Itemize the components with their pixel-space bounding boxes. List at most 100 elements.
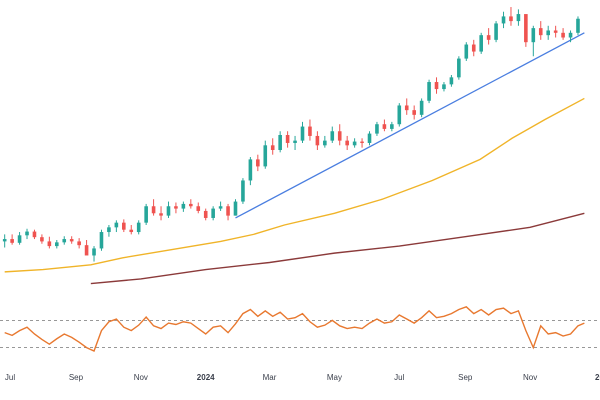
candle-body: [203, 210, 208, 218]
candle: [509, 7, 513, 26]
candle: [129, 225, 134, 235]
candle-body: [17, 235, 22, 243]
x-axis: Jul Sep Nov 2024 Mar May Jul Sep Nov 2025: [5, 373, 600, 382]
candle-body: [412, 110, 416, 115]
candle-body: [159, 213, 163, 216]
candle-body: [524, 14, 528, 43]
candle: [397, 103, 402, 127]
candle-body: [345, 140, 349, 146]
ma-slow-layer: [90, 212, 585, 285]
candle-body: [92, 248, 96, 256]
candle: [136, 220, 141, 235]
candle-body: [189, 203, 193, 207]
candle-body: [241, 180, 245, 202]
candle: [561, 28, 565, 40]
candle: [151, 199, 156, 216]
candle: [211, 206, 215, 221]
candle: [55, 240, 59, 249]
candle-body: [397, 105, 402, 125]
candle-body: [516, 14, 521, 22]
candle-body: [576, 18, 580, 33]
candle: [40, 234, 44, 244]
candle: [434, 77, 439, 94]
candle: [531, 25, 536, 57]
candle: [263, 140, 268, 169]
candle: [412, 105, 416, 120]
x-tick-label: Sep: [69, 373, 84, 382]
candle: [241, 178, 245, 204]
candle: [122, 219, 126, 233]
candle: [226, 203, 230, 221]
candle-body: [211, 208, 215, 218]
candle-body: [114, 222, 119, 228]
candle-body: [479, 35, 483, 52]
oscillator-panel: [0, 305, 600, 352]
candle-body: [449, 77, 454, 85]
candle-body: [464, 44, 469, 59]
candle: [427, 79, 431, 104]
candle-body: [404, 105, 409, 111]
candle-body: [40, 237, 44, 242]
candle: [10, 234, 14, 245]
candle: [360, 138, 364, 148]
candle-body: [315, 135, 320, 146]
candle-body: [181, 203, 186, 209]
candle: [285, 131, 290, 148]
candle-body: [434, 82, 439, 90]
candle-body: [531, 28, 536, 43]
x-tick-label: May: [327, 373, 342, 382]
candle-body: [501, 16, 506, 24]
candle-body: [62, 239, 67, 243]
candle-body: [84, 245, 89, 256]
candle-body: [382, 124, 387, 129]
x-tick-label: Jul: [394, 373, 404, 382]
candle: [538, 21, 543, 40]
candle: [92, 246, 96, 262]
candle-body: [553, 30, 558, 33]
candle: [218, 201, 223, 211]
candle: [457, 56, 461, 80]
candle: [2, 234, 7, 248]
candle-body: [546, 30, 550, 36]
candle: [524, 14, 528, 47]
candle: [248, 157, 253, 186]
oscillator-line-layer: [4, 305, 585, 352]
candle: [352, 138, 357, 148]
candle: [367, 131, 372, 146]
candle-body: [25, 231, 29, 236]
candle-body: [375, 124, 379, 134]
candle: [233, 199, 238, 216]
candle: [84, 240, 89, 256]
candle: [25, 228, 29, 240]
candle: [62, 236, 67, 245]
candle: [576, 16, 580, 36]
candle-body: [471, 44, 476, 52]
candle-body: [32, 231, 37, 238]
candle: [17, 232, 22, 245]
candle: [568, 30, 573, 43]
ma-fast-line: [4, 97, 585, 273]
candle: [270, 138, 275, 155]
candle: [486, 28, 491, 45]
candle: [99, 229, 104, 251]
candle: [293, 135, 297, 150]
candle: [442, 82, 446, 92]
candle: [32, 229, 37, 240]
candle-body: [99, 232, 104, 249]
candle-body: [55, 242, 59, 247]
trendline-layer: [235, 32, 585, 219]
candle-body: [561, 32, 565, 38]
candle-body: [538, 28, 543, 36]
candle: [323, 135, 327, 148]
candle: [189, 199, 193, 209]
candle-body: [69, 239, 74, 242]
candle: [166, 201, 171, 218]
candle: [203, 208, 208, 221]
candle: [315, 131, 320, 150]
candle-body: [293, 140, 297, 143]
candle: [114, 220, 119, 233]
oscillator-guides: [0, 319, 600, 349]
candle-body: [367, 133, 372, 143]
candle-body: [457, 58, 461, 78]
